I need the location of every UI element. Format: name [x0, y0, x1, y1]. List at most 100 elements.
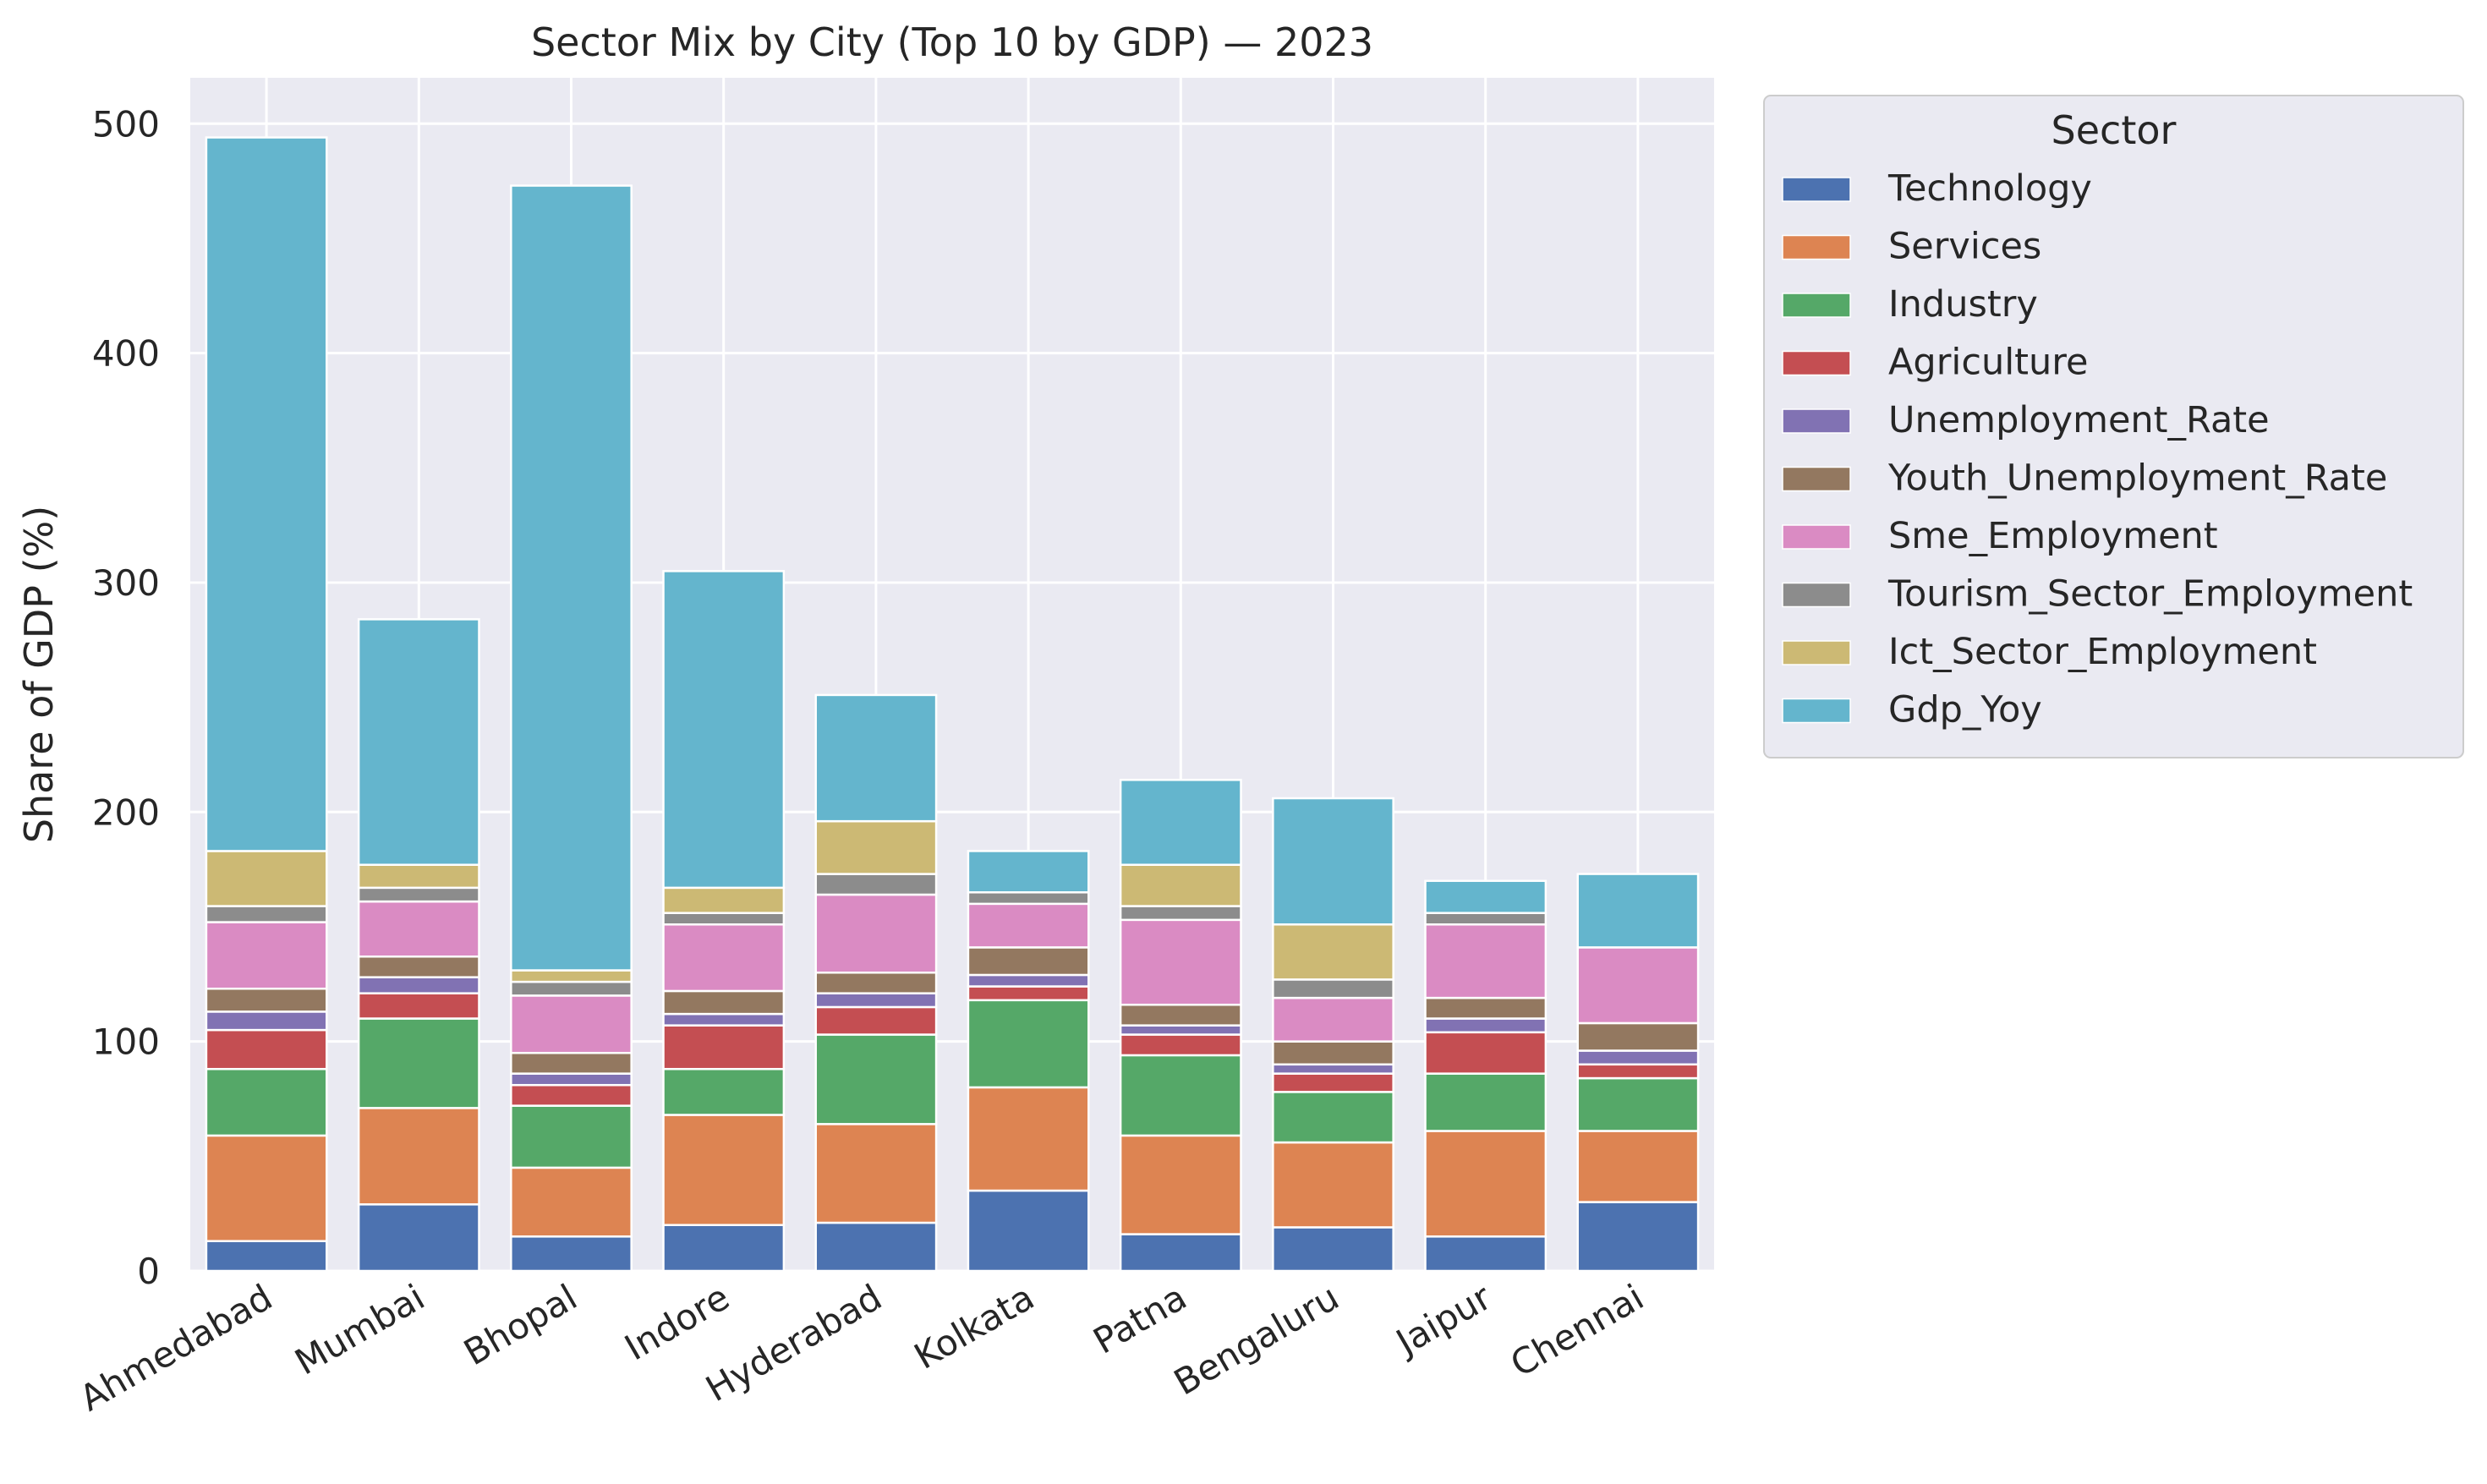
bar-segment-technology [357, 1203, 480, 1273]
legend-label: Industry [1888, 283, 2038, 326]
bar-segment-unemployment-rate [814, 992, 938, 1009]
bar-segment-sme-employment [510, 994, 633, 1054]
bar-segment-gdp-yoy [662, 570, 786, 890]
bar-segment-tourism-sector-employment [1272, 978, 1394, 999]
bar-segment-gdp-yoy [357, 618, 480, 866]
legend-label: Tourism_Sector_Employment [1887, 573, 2413, 616]
bar-segment-industry [1119, 1054, 1242, 1137]
bar-segment-sme-employment [1119, 918, 1242, 1006]
bar-segment-sme-employment [814, 893, 938, 974]
legend-swatch [1782, 698, 1851, 724]
bar-segment-unemployment-rate [357, 976, 480, 994]
bar-segment-services [205, 1134, 328, 1242]
bar-segment-technology [814, 1221, 938, 1273]
legend-label: Agriculture [1888, 342, 2088, 384]
bar-segment-youth-unemployment-rate [205, 987, 328, 1013]
chart-title: Sector Mix by City (Top 10 by GDP) — 202… [531, 19, 1373, 65]
legend-label: Technology [1887, 167, 2092, 210]
bars [205, 136, 1700, 1273]
bar-segment-services [1576, 1130, 1700, 1203]
bar-segment-technology [1424, 1235, 1548, 1273]
bar-segment-gdp-yoy [1424, 879, 1548, 914]
legend-items: Technology Services Industry Agriculture Une… [1782, 167, 2413, 731]
bar-segment-technology [967, 1189, 1090, 1273]
y-tick-label: 200 [92, 791, 160, 833]
bar-segment-sme-employment [1424, 923, 1548, 999]
bar-segment-technology [662, 1224, 786, 1273]
bar-segment-youth-unemployment-rate [662, 989, 786, 1016]
legend-label: Gdp_Yoy [1888, 689, 2042, 731]
bar-segment-ict-sector-employment [205, 850, 328, 907]
bar-segment-gdp-yoy [1272, 797, 1394, 926]
y-tick-label: 400 [92, 333, 160, 375]
bar-segment-ict-sector-employment [1119, 863, 1242, 907]
bar-segment-gdp-yoy [1119, 779, 1242, 866]
x-tick-label: Jaipur [1387, 1276, 1498, 1364]
bar-segment-services [510, 1166, 633, 1238]
y-tick-label: 0 [137, 1251, 160, 1292]
bar-segment-industry [510, 1104, 633, 1169]
legend-swatch [1782, 177, 1851, 202]
bar-segment-youth-unemployment-rate [1272, 1040, 1394, 1066]
bar-segment-youth-unemployment-rate [814, 972, 938, 994]
bar-segment-sme-employment [1272, 996, 1394, 1043]
x-tick-label: Indore [618, 1276, 737, 1368]
bar-segment-industry [814, 1033, 938, 1125]
bar-segment-industry [1272, 1091, 1394, 1144]
x-tick-label: Mumbai [288, 1276, 431, 1383]
legend-box [1763, 95, 2464, 758]
legend-label: Services [1888, 226, 2041, 268]
bar-segment-industry [967, 999, 1090, 1089]
bar-segment-unemployment-rate [967, 973, 1090, 988]
bar-segment-tourism-sector-employment [1119, 905, 1242, 922]
y-tick-labels: 0 100 200 300 400 500 [92, 103, 160, 1292]
legend-swatch [1782, 350, 1851, 376]
bar-segment-services [1424, 1130, 1548, 1238]
bar-segment-agriculture [967, 985, 1090, 1002]
bar-segment-technology [1576, 1201, 1700, 1273]
bar-segment-technology [510, 1235, 633, 1273]
bar-segment-agriculture [1272, 1072, 1394, 1093]
bar-segment-agriculture [1119, 1033, 1242, 1057]
bar-segment-agriculture [662, 1024, 786, 1071]
bar-segment-agriculture [205, 1028, 328, 1071]
legend-label: Ict_Sector_Employment [1888, 631, 2317, 673]
x-tick-label: Patna [1087, 1276, 1194, 1361]
bar-segment-tourism-sector-employment [814, 873, 938, 896]
bar-segment-sme-employment [967, 902, 1090, 949]
bar-segment-industry [662, 1067, 786, 1116]
bar-segment-tourism-sector-employment [967, 891, 1090, 906]
legend-label: Youth_Unemployment_Rate [1887, 457, 2387, 500]
bar-segment-youth-unemployment-rate [1424, 996, 1548, 1020]
bar-segment-unemployment-rate [1576, 1049, 1700, 1066]
x-tick-label: Chennai [1504, 1276, 1651, 1385]
bar-segment-gdp-yoy [205, 136, 328, 852]
legend-swatch [1782, 466, 1851, 492]
bar-segment-ict-sector-employment [510, 969, 633, 983]
bar-segment-agriculture [510, 1083, 633, 1107]
bar-segment-ict-sector-employment [662, 886, 786, 914]
legend-label: Sme_Employment [1888, 515, 2218, 557]
bar-segment-services [1119, 1134, 1242, 1235]
x-tick-label: Ahmedabad [73, 1276, 279, 1419]
bar-segment-youth-unemployment-rate [1119, 1003, 1242, 1027]
legend-swatch [1782, 234, 1851, 260]
y-tick-label: 100 [92, 1021, 160, 1063]
bar-segment-tourism-sector-employment [662, 912, 786, 926]
bar-segment-sme-employment [1576, 946, 1700, 1025]
bar-segment-technology [1119, 1233, 1242, 1273]
bar-segment-unemployment-rate [1119, 1024, 1242, 1036]
bar-segment-ict-sector-employment [1272, 923, 1394, 981]
bar-segment-sme-employment [662, 923, 786, 993]
bar-segment-ict-sector-employment [814, 819, 938, 875]
bar-segment-tourism-sector-employment [357, 886, 480, 903]
legend-swatch [1782, 293, 1851, 318]
bar-segment-services [1272, 1141, 1394, 1229]
legend-swatch [1782, 640, 1851, 665]
bar-segment-technology [205, 1240, 328, 1273]
x-tick-label: Bhopal [457, 1276, 583, 1373]
bar-segment-industry [357, 1017, 480, 1109]
bar-segment-technology [1272, 1226, 1394, 1273]
